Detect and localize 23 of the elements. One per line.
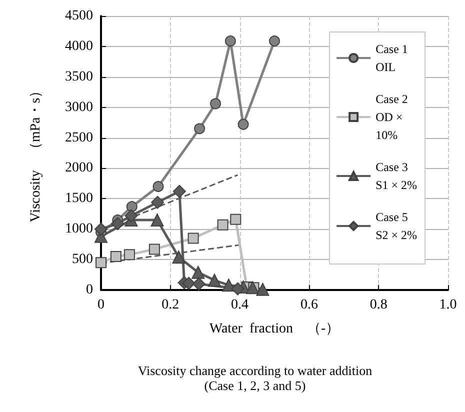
y-tick-label: 500	[72, 252, 93, 268]
text: Viscosity change according to water addition (Case 1, 2, 3 and 5)	[138, 363, 373, 393]
y-tick-label: 3000	[65, 100, 93, 115]
x-tick-label: 0	[98, 298, 104, 312]
x-tick-label: 0.8	[370, 298, 388, 312]
y-axis-title: Viscosity （mPa・s）	[28, 84, 44, 222]
y-tick-label: 1000	[65, 222, 93, 237]
y-tick-label: 2000	[65, 160, 93, 176]
x-tick-label: 0.4	[231, 298, 249, 312]
legend-label: Case 5 S2 × 2%	[376, 210, 418, 242]
y-tick-label: 4000	[65, 38, 93, 54]
legend-label: Case 3 S1 × 2%	[376, 160, 418, 192]
legend-label: Case 2 OD × 10%	[376, 92, 408, 142]
y-tick-label: 3500	[65, 69, 93, 84]
x-tick-label: 1.0	[439, 298, 457, 312]
x-tick-label: 0.2	[162, 298, 180, 312]
x-tick-label: 0.6	[300, 298, 318, 312]
y-tick-label: 0	[86, 282, 93, 298]
legend-label: Case 1 OIL	[376, 42, 408, 74]
y-tick-label: 2500	[65, 130, 93, 146]
y-tick-label: 4500	[65, 8, 93, 24]
x-axis-title: Water fraction （-）	[209, 322, 340, 336]
y-tick-label: 1500	[65, 191, 93, 206]
